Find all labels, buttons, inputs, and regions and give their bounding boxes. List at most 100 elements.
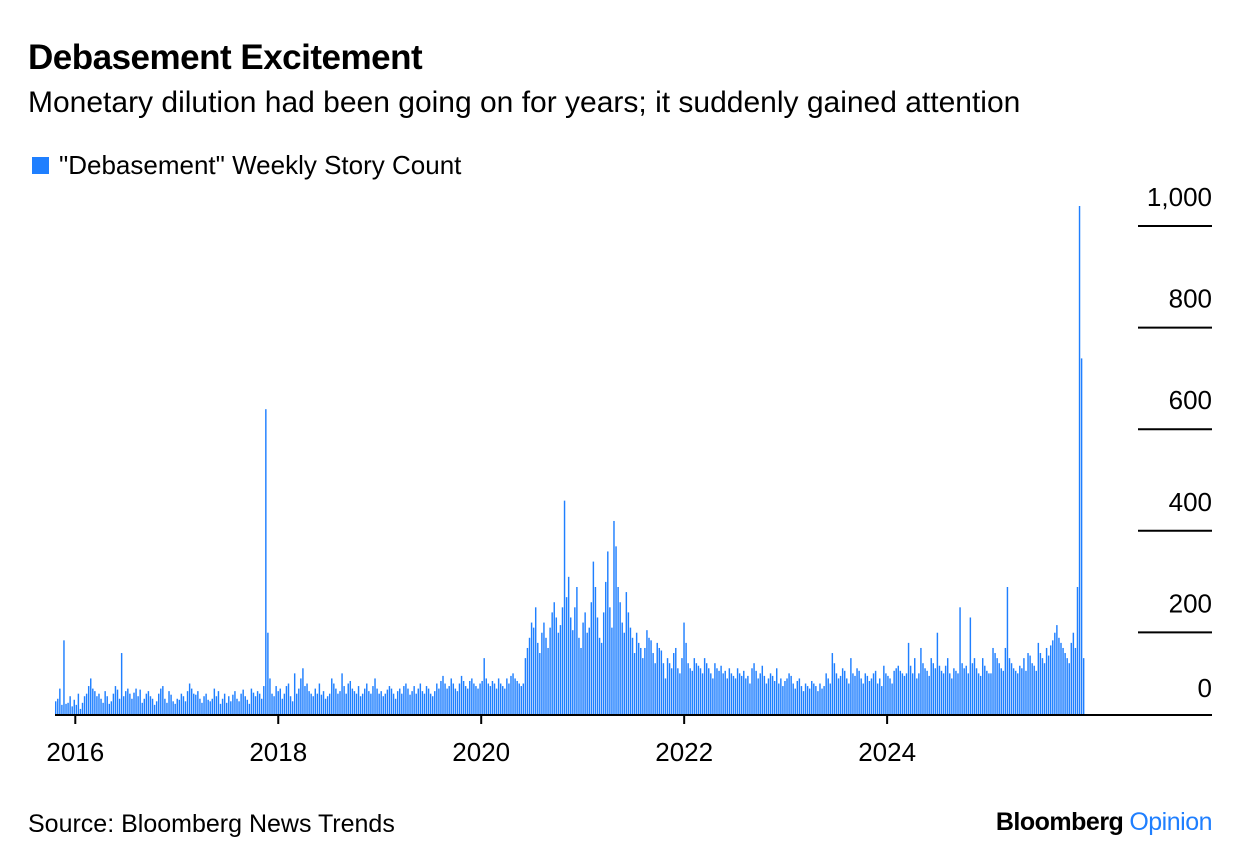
bar [1025, 670, 1027, 714]
bar [236, 698, 238, 714]
bar [242, 689, 244, 714]
bar [827, 678, 829, 714]
bar [607, 551, 609, 714]
bar [116, 689, 119, 714]
bar [701, 673, 704, 714]
bar [174, 703, 176, 714]
bar [640, 647, 642, 714]
bar [250, 688, 253, 714]
bar [526, 647, 529, 714]
bar [996, 658, 998, 714]
bar [1010, 663, 1013, 714]
bar [209, 701, 211, 714]
bar [602, 612, 605, 714]
bar [180, 693, 183, 714]
bar [518, 683, 520, 714]
bar [732, 675, 735, 714]
bar [102, 702, 104, 714]
bar [296, 693, 298, 714]
bar [221, 698, 224, 714]
bar [804, 683, 807, 714]
bar [957, 673, 959, 714]
bar [351, 688, 354, 714]
bar [285, 686, 288, 714]
bar [916, 678, 918, 714]
bar [467, 688, 469, 714]
bar [734, 678, 737, 714]
bar [619, 602, 621, 714]
bar [61, 704, 63, 714]
bar [889, 678, 891, 714]
y-tick-label: 1,000 [1147, 182, 1212, 212]
bar [705, 663, 708, 714]
bar [885, 673, 887, 714]
bar [625, 592, 628, 714]
bar [679, 673, 681, 714]
bar [843, 670, 846, 714]
bar [168, 691, 170, 714]
bar [627, 612, 630, 714]
bar [771, 675, 774, 714]
bar [881, 686, 883, 714]
bar [563, 500, 566, 714]
x-tick-label: 2024 [858, 737, 916, 767]
bar [926, 670, 928, 714]
bar [514, 678, 516, 714]
bar [631, 637, 634, 714]
bar [368, 691, 370, 714]
bar [487, 683, 490, 714]
bar [893, 670, 895, 714]
bar [767, 678, 770, 714]
bar [687, 663, 689, 714]
bar [598, 637, 601, 714]
bar [454, 688, 457, 714]
bar [71, 706, 73, 714]
x-tick-label: 2022 [655, 737, 713, 767]
bar [530, 622, 533, 714]
bar [359, 696, 362, 714]
bar [195, 694, 197, 714]
bar [312, 696, 314, 714]
bar [232, 694, 234, 714]
bar [815, 686, 817, 714]
bar [158, 693, 160, 714]
bar [475, 686, 477, 714]
source-note: Source: Bloomberg News Trends [28, 810, 395, 838]
bar [736, 668, 739, 714]
bar [94, 691, 96, 714]
bar [745, 678, 747, 714]
bar [600, 642, 603, 714]
x-tick-label: 2018 [249, 737, 307, 767]
bar [547, 647, 549, 714]
bar [677, 668, 679, 714]
bar [318, 683, 321, 714]
bar [464, 686, 467, 714]
bar [605, 581, 607, 714]
bar [574, 607, 576, 714]
bar [646, 630, 648, 714]
bar [337, 693, 339, 714]
bar [170, 694, 172, 714]
x-tick-label: 2016 [46, 737, 104, 767]
bar [681, 658, 683, 714]
bar [524, 658, 527, 714]
bar [409, 694, 411, 714]
bar [673, 653, 675, 714]
bar [155, 701, 158, 714]
bar [219, 703, 222, 714]
bar [230, 701, 232, 714]
bar [504, 688, 506, 714]
bar [458, 683, 461, 714]
bar [695, 663, 698, 714]
bar [1080, 358, 1083, 714]
legend-label: "Debasement" Weekly Story Count [59, 150, 462, 180]
bar [666, 658, 669, 714]
bar [928, 675, 930, 714]
bar [576, 587, 578, 714]
bar [193, 693, 195, 714]
bar [699, 668, 702, 714]
bar [716, 668, 718, 714]
bar [405, 683, 407, 714]
bar [747, 675, 749, 714]
bar [1031, 663, 1033, 714]
